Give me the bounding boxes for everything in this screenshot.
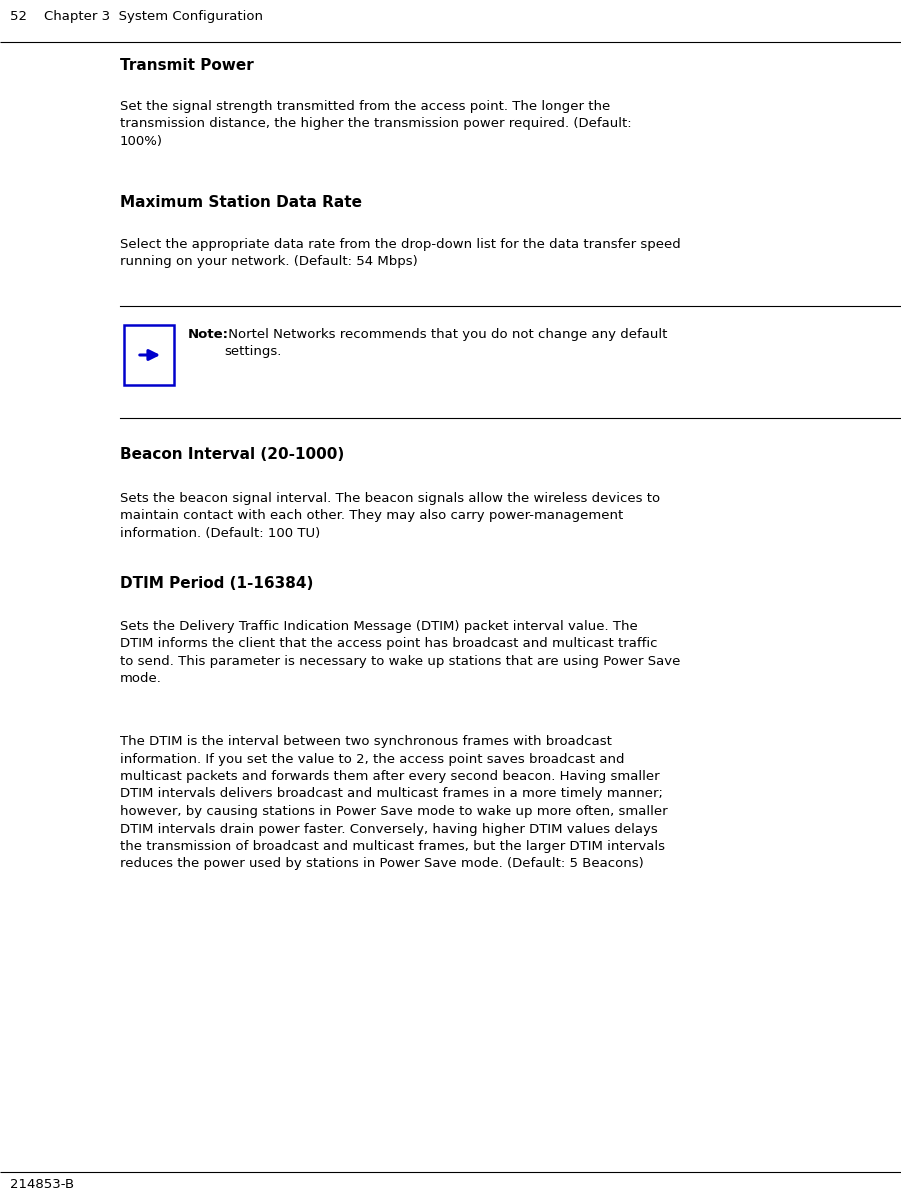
Text: Nortel Networks recommends that you do not change any default
settings.: Nortel Networks recommends that you do n… xyxy=(224,327,668,359)
Text: Transmit Power: Transmit Power xyxy=(120,58,254,73)
Text: Note:: Note: xyxy=(188,327,229,341)
Text: Beacon Interval (20-1000): Beacon Interval (20-1000) xyxy=(120,447,344,462)
Text: Set the signal strength transmitted from the access point. The longer the
transm: Set the signal strength transmitted from… xyxy=(120,100,632,148)
Text: Select the appropriate data rate from the drop-down list for the data transfer s: Select the appropriate data rate from th… xyxy=(120,238,681,268)
Text: 214853-B: 214853-B xyxy=(10,1178,74,1191)
Text: 52    Chapter 3  System Configuration: 52 Chapter 3 System Configuration xyxy=(10,10,263,23)
Text: Sets the Delivery Traffic Indication Message (DTIM) packet interval value. The
D: Sets the Delivery Traffic Indication Mes… xyxy=(120,620,680,685)
Text: Maximum Station Data Rate: Maximum Station Data Rate xyxy=(120,195,362,209)
Text: Sets the beacon signal interval. The beacon signals allow the wireless devices t: Sets the beacon signal interval. The bea… xyxy=(120,492,660,541)
Text: DTIM Period (1-16384): DTIM Period (1-16384) xyxy=(120,576,314,591)
Text: The DTIM is the interval between two synchronous frames with broadcast
informati: The DTIM is the interval between two syn… xyxy=(120,734,668,870)
Bar xyxy=(124,325,174,385)
